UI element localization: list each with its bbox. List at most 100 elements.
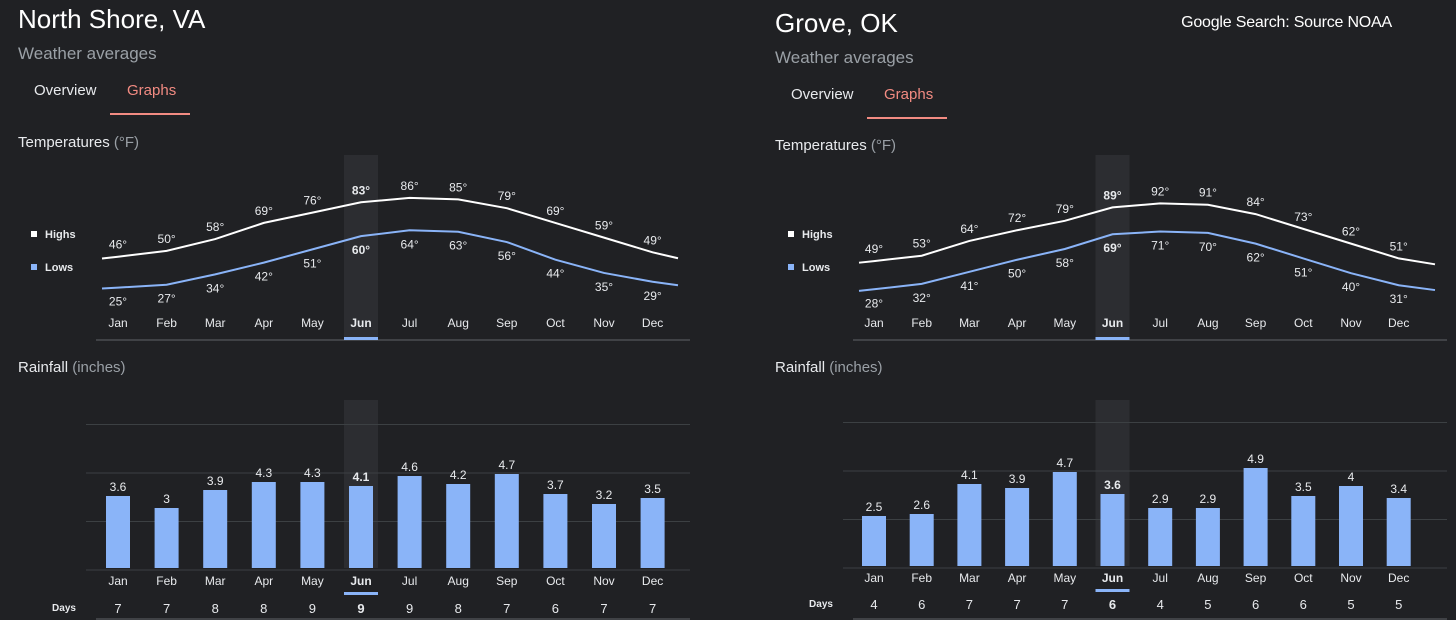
panel-north-shore: North Shore, VA Weather averages Overvie… [0, 0, 700, 620]
lows-legend-label: Lows [802, 262, 830, 274]
lows-data-label: 42° [255, 270, 273, 284]
month-tick-label: Jan [864, 571, 883, 585]
days-value: 7 [966, 597, 973, 612]
rainfall-bar [640, 498, 665, 568]
rainfall-bar [1243, 468, 1268, 566]
lows-data-label: 51° [1294, 265, 1312, 279]
rainfall-bar [300, 482, 325, 568]
month-tick-label: May [301, 316, 324, 330]
rainfall-bar [203, 490, 228, 568]
days-value: 6 [552, 601, 559, 616]
lows-data-label: 25° [109, 295, 127, 309]
tab-graphs[interactable]: Graphs [127, 82, 177, 99]
temperatures-unit: (°F) [866, 137, 897, 154]
rainfall-bar [154, 508, 179, 568]
days-value: 9 [309, 601, 316, 616]
tab-graphs[interactable]: Graphs [884, 86, 934, 103]
location-title: North Shore, VA [18, 4, 206, 34]
lows-data-label: 27° [158, 292, 176, 306]
month-tick-label: Jan [864, 316, 883, 330]
highs-data-label: 73° [1294, 210, 1312, 224]
month-tick-label: Mar [959, 316, 980, 330]
month-tick-label: Feb [156, 316, 177, 330]
rainfall-data-label: 2.5 [866, 500, 883, 514]
highs-data-label: 91° [1199, 186, 1217, 200]
highs-data-label: 83° [352, 183, 370, 197]
temperatures-unit: (°F) [109, 134, 140, 151]
highlight-column [1095, 155, 1130, 340]
days-value: 9 [357, 601, 364, 616]
highs-data-label: 49° [644, 233, 662, 247]
month-tick-label: Aug [448, 316, 469, 330]
month-tick-label: Jul [402, 316, 417, 330]
month-tick-label: Jan [108, 316, 127, 330]
days-value: 9 [406, 601, 413, 616]
temperatures-heading: Temperatures (°F) [775, 137, 896, 154]
month-tick-label: Jul [1153, 571, 1168, 585]
rainfall-label: Rainfall [18, 359, 69, 376]
rainfall-data-label: 2.9 [1200, 492, 1217, 506]
rainfall-bar [909, 514, 934, 566]
highs-data-label: 46° [109, 238, 127, 252]
highs-data-label: 69° [255, 204, 273, 218]
days-value: 5 [1347, 597, 1354, 612]
lows-data-label: 64° [401, 237, 419, 251]
days-value: 7 [163, 601, 170, 616]
days-value: 6 [1300, 597, 1307, 612]
highs-data-label: 89° [1103, 188, 1121, 202]
month-tick-label: Mar [959, 571, 980, 585]
month-tick-label: Sep [496, 574, 518, 588]
highs-data-label: 49° [865, 242, 883, 256]
selected-month-indicator [344, 592, 378, 595]
panel-divider [700, 0, 757, 620]
lows-data-label: 71° [1151, 239, 1169, 253]
rainfall-bar [251, 482, 276, 568]
rainfall-data-label: 3.6 [110, 480, 127, 494]
lows-legend-marker [788, 264, 794, 270]
rainfall-label: Rainfall [775, 359, 826, 376]
rainfall-heading: Rainfall (inches) [18, 359, 126, 376]
tab-overview[interactable]: Overview [791, 86, 854, 103]
rainfall-bar [957, 484, 982, 566]
highs-data-label: 51° [1390, 239, 1408, 253]
rainfall-data-label: 3.2 [596, 488, 613, 502]
month-tick-label: Jun [1102, 316, 1123, 330]
month-tick-label: Sep [1245, 316, 1267, 330]
days-value: 7 [649, 601, 656, 616]
days-value: 8 [455, 601, 462, 616]
selected-month-indicator [344, 337, 378, 340]
lows-data-label: 50° [1008, 267, 1026, 281]
highs-data-label: 85° [449, 180, 467, 194]
month-tick-label: Oct [1294, 571, 1313, 585]
rainfall-bar [1052, 472, 1077, 566]
month-tick-label: Nov [593, 574, 614, 588]
highs-legend-marker [31, 231, 37, 237]
rainfall-data-label: 3.9 [207, 474, 224, 488]
rainfall-data-label: 2.9 [1152, 492, 1169, 506]
lows-data-label: 62° [1247, 251, 1265, 265]
highs-data-label: 64° [960, 222, 978, 236]
highs-data-label: 84° [1247, 195, 1265, 209]
rainfall-bar [1148, 508, 1173, 566]
rainfall-bar [1386, 498, 1411, 566]
days-label: Days [809, 599, 833, 610]
rainfall-data-label: 4 [1348, 470, 1355, 484]
month-tick-label: Aug [1197, 316, 1218, 330]
rainfall-bar [349, 486, 373, 568]
month-tick-label: Nov [1340, 571, 1361, 585]
lows-data-label: 44° [546, 267, 564, 281]
rainfall-bar [862, 516, 886, 566]
highs-line [858, 202, 1436, 266]
month-tick-label: Jun [350, 574, 371, 588]
lows-data-label: 51° [303, 256, 321, 270]
rainfall-data-label: 4.9 [1247, 452, 1264, 466]
lows-data-label: 60° [352, 243, 370, 257]
highs-data-label: 62° [1342, 225, 1360, 239]
days-value: 7 [114, 601, 121, 616]
rainfall-data-label: 4.3 [255, 466, 272, 480]
month-tick-label: Dec [1388, 571, 1409, 585]
tab-overview[interactable]: Overview [34, 82, 97, 99]
days-value: 7 [503, 601, 510, 616]
rainfall-data-label: 4.2 [450, 468, 467, 482]
rainfall-bar [1005, 488, 1030, 566]
